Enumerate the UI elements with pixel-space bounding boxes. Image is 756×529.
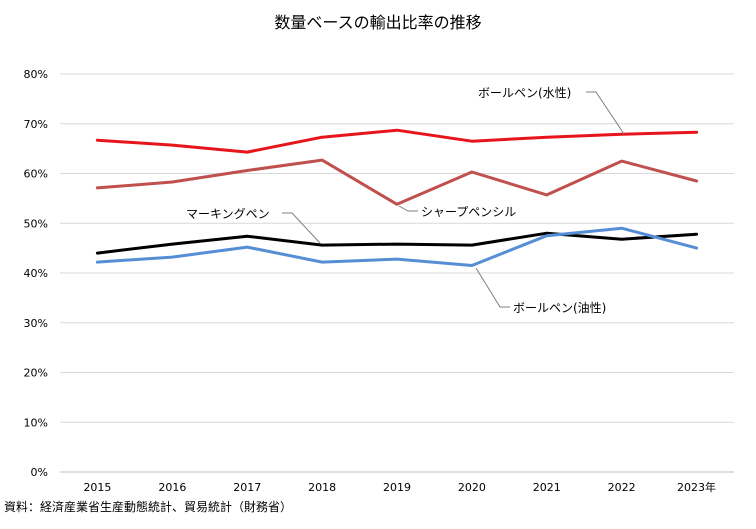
gridlines bbox=[60, 73, 734, 473]
chart-title: 数量ベースの輸出比率の推移 bbox=[274, 13, 481, 32]
series-line-2 bbox=[95, 231, 699, 255]
x-tick-label: 2017 bbox=[233, 481, 261, 494]
x-tick-label: 2022 bbox=[608, 481, 636, 494]
y-tick-label: 10% bbox=[24, 416, 48, 429]
series-line-1 bbox=[95, 158, 699, 206]
x-tick-label: 2023年 bbox=[677, 480, 716, 494]
y-tick-label: 40% bbox=[24, 267, 48, 280]
series-label: マーキングペン bbox=[186, 207, 270, 221]
y-tick-label: 50% bbox=[24, 217, 48, 230]
x-tick-label: 2018 bbox=[308, 481, 336, 494]
y-tick-label: 30% bbox=[24, 317, 48, 330]
x-tick-label: 2019 bbox=[383, 481, 411, 494]
source-note: 資料：経済産業省生産動態統計、貿易統計（財務省） bbox=[4, 500, 293, 514]
y-tick-label: 0% bbox=[31, 466, 48, 479]
y-tick-label: 60% bbox=[24, 168, 48, 181]
label-leader-line bbox=[282, 212, 321, 244]
y-tick-label: 80% bbox=[24, 68, 48, 81]
x-tick-label: 2020 bbox=[458, 481, 486, 494]
series-label: ボールペン(水性) bbox=[478, 86, 571, 100]
series-label: シャープペンシル bbox=[421, 205, 516, 219]
series-label: ボールペン(油性) bbox=[513, 301, 606, 315]
label-leader-line bbox=[398, 205, 418, 212]
x-tick-label: 2015 bbox=[83, 481, 111, 494]
y-tick-label: 20% bbox=[24, 367, 48, 380]
x-tick-label: 2016 bbox=[158, 481, 186, 494]
y-tick-label: 70% bbox=[24, 118, 48, 131]
x-axis-ticks: 2015 2016 2017 2018 2019 2020 2021 2022 2023年 bbox=[83, 480, 716, 494]
series-lines bbox=[95, 128, 699, 267]
label-leader-line bbox=[586, 91, 625, 135]
series-line-0 bbox=[95, 128, 699, 154]
y-axis-ticks: 0% 10% 20% 30% 40% 50% 60% 70% 80% bbox=[24, 68, 48, 479]
series-line-3 bbox=[95, 226, 699, 267]
label-leader-line bbox=[475, 267, 510, 308]
x-tick-label: 2021 bbox=[533, 481, 561, 494]
